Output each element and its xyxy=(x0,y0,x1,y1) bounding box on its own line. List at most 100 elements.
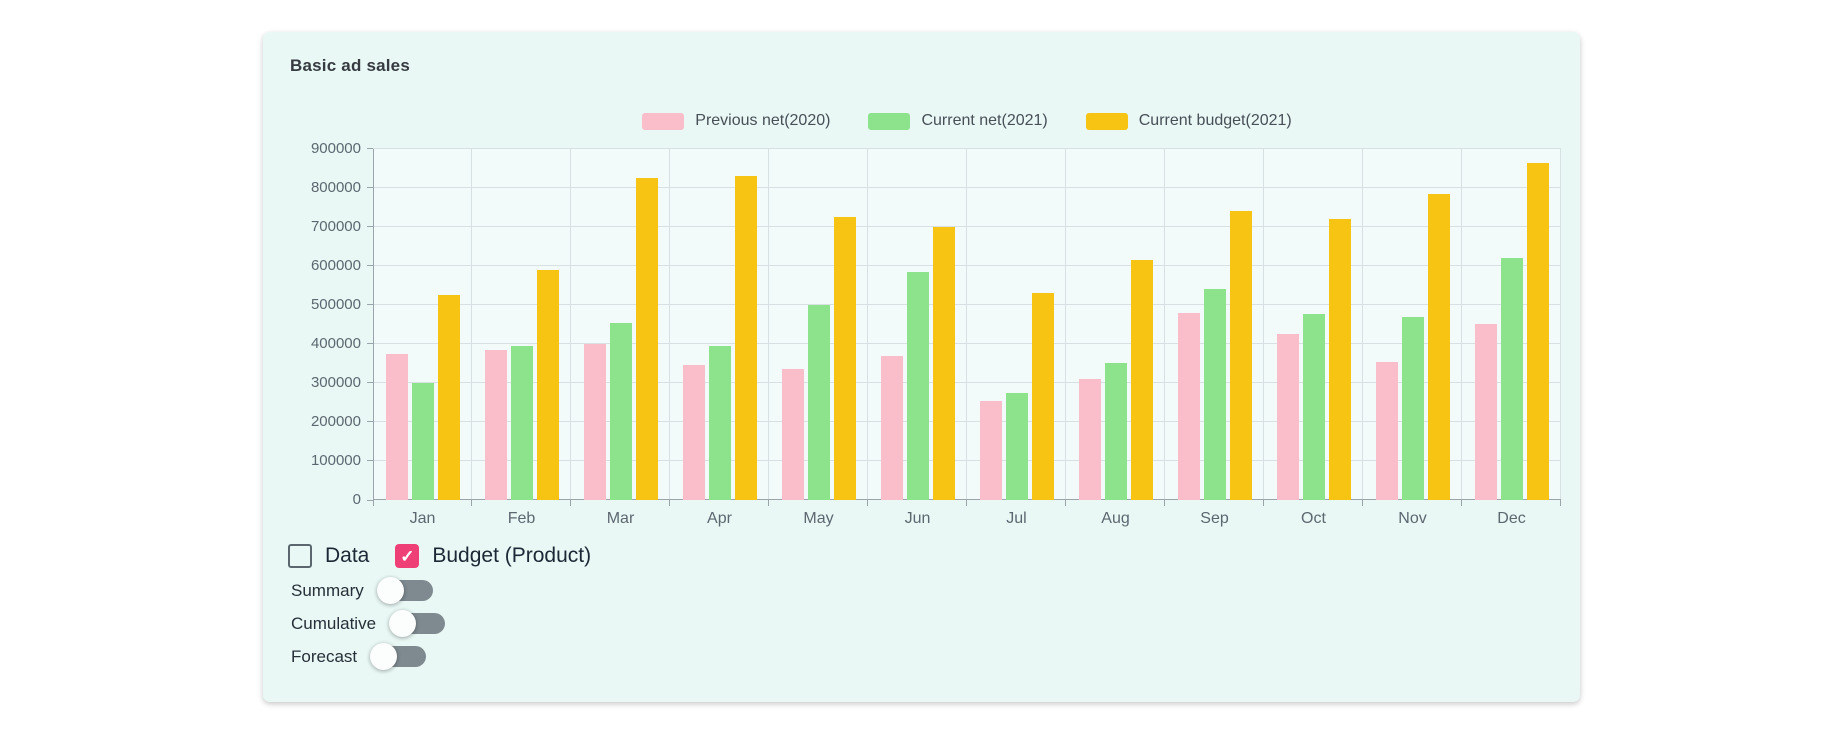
toggle-group: Summary Cumulative Forecast xyxy=(291,577,446,670)
bar-current-budget-2021-oct xyxy=(1328,219,1351,500)
y-axis-tick xyxy=(367,148,373,149)
toggle-switch-cumulative[interactable] xyxy=(389,610,446,637)
bar-current-budget-2021-dec xyxy=(1526,163,1549,500)
checkbox-checked-icon: ✓ xyxy=(395,544,420,568)
v-gridline xyxy=(669,149,670,500)
y-axis-tick xyxy=(367,265,373,266)
toggle-row-summary: Summary xyxy=(291,577,445,604)
y-axis-line xyxy=(373,149,374,500)
y-axis-label: 700000 xyxy=(310,218,361,235)
bar-current-net-2021-apr xyxy=(708,346,731,500)
toggle-row-cumulative: Cumulative xyxy=(291,610,446,637)
x-axis-tick xyxy=(570,500,571,506)
x-axis-tick xyxy=(768,500,769,506)
v-gridline xyxy=(1065,149,1066,500)
bar-previous-net-2020-oct xyxy=(1276,334,1299,500)
bar-current-net-2021-nov xyxy=(1401,317,1424,500)
x-axis-tick xyxy=(373,500,374,506)
checkbox-row: Data ✓ Budget (Product) xyxy=(288,544,591,568)
bar-current-net-2021-feb xyxy=(510,346,533,500)
checkbox-label: Budget (Product) xyxy=(432,544,592,567)
toggle-switch-forecast[interactable] xyxy=(370,643,427,670)
v-gridline xyxy=(966,149,967,500)
toggle-knob xyxy=(370,643,398,670)
bar-current-net-2021-oct xyxy=(1302,314,1325,500)
x-axis-label: Jul xyxy=(1006,510,1027,527)
y-axis-tick xyxy=(367,460,373,461)
bar-previous-net-2020-aug xyxy=(1078,379,1101,500)
h-gridline xyxy=(373,382,1561,383)
x-axis-label: Nov xyxy=(1398,510,1427,527)
legend-label: Current net(2021) xyxy=(921,112,1048,129)
bar-current-net-2021-mar xyxy=(609,323,632,500)
v-gridline xyxy=(1362,149,1363,500)
y-axis-label: 800000 xyxy=(310,179,361,196)
h-gridline xyxy=(373,265,1561,266)
y-axis-tick xyxy=(367,343,373,344)
v-gridline xyxy=(570,149,571,500)
x-axis-label: Aug xyxy=(1101,510,1130,527)
chart-legend: Previous net(2020) Current net(2021) Curre… xyxy=(373,112,1561,130)
legend-label: Current budget(2021) xyxy=(1138,112,1292,129)
bar-previous-net-2020-dec xyxy=(1474,324,1497,500)
bar-previous-net-2020-jul xyxy=(979,401,1002,500)
x-axis-tick xyxy=(1065,500,1066,506)
y-axis-label: 600000 xyxy=(310,257,361,274)
checkbox-budget-product[interactable]: ✓ Budget (Product) xyxy=(395,544,591,568)
toggle-row-forecast: Forecast xyxy=(291,643,445,670)
bar-current-net-2021-jan xyxy=(411,383,434,500)
h-gridline xyxy=(373,187,1561,188)
bar-current-budget-2021-jan xyxy=(437,295,460,500)
y-axis-label: 300000 xyxy=(310,374,361,391)
h-gridline xyxy=(373,421,1561,422)
v-gridline xyxy=(768,149,769,500)
legend-swatch-icon xyxy=(642,112,685,130)
legend-item-current-net-2021[interactable]: Current net(2021) xyxy=(868,112,1048,130)
toggle-knob xyxy=(389,610,417,637)
h-gridline xyxy=(373,460,1561,461)
y-axis-label: 100000 xyxy=(310,452,361,469)
toggle-label: Summary xyxy=(291,580,364,600)
h-gridline xyxy=(373,148,1561,149)
legend-swatch-icon xyxy=(1085,112,1128,130)
h-gridline xyxy=(373,226,1561,227)
bar-current-budget-2021-nov xyxy=(1427,194,1450,500)
chart-card: Basic ad sales Previous net(2020) Current… xyxy=(263,32,1580,702)
x-axis-tick xyxy=(1164,500,1165,506)
y-axis-label: 500000 xyxy=(310,296,361,313)
y-axis-tick xyxy=(367,500,373,501)
x-axis-tick xyxy=(1362,500,1363,506)
checkbox-data[interactable]: Data xyxy=(288,544,369,568)
x-axis-label: Dec xyxy=(1497,510,1526,527)
x-axis-tick xyxy=(1461,500,1462,506)
toggle-label: Forecast xyxy=(291,646,358,666)
bar-current-net-2021-aug xyxy=(1104,363,1127,500)
x-axis-line xyxy=(373,499,1561,500)
bar-previous-net-2020-jun xyxy=(880,356,903,500)
x-axis-label: Mar xyxy=(606,510,635,527)
plot-area xyxy=(367,148,1561,506)
bar-current-budget-2021-mar xyxy=(635,178,658,500)
bar-previous-net-2020-may xyxy=(781,369,804,500)
toggle-switch-summary[interactable] xyxy=(376,577,433,604)
y-axis-tick xyxy=(367,187,373,188)
toggle-knob xyxy=(376,577,404,604)
x-axis-tick xyxy=(966,500,967,506)
checkbox-unchecked-icon xyxy=(288,544,312,568)
bar-previous-net-2020-sep xyxy=(1177,313,1200,500)
bar-current-budget-2021-jun xyxy=(932,227,955,500)
bar-current-net-2021-jul xyxy=(1005,393,1028,500)
bar-previous-net-2020-jan xyxy=(385,354,408,500)
bar-previous-net-2020-apr xyxy=(682,365,705,500)
y-axis-label: 400000 xyxy=(310,335,361,352)
x-axis-tick xyxy=(471,500,472,506)
toggle-label: Cumulative xyxy=(291,613,377,633)
legend-item-current-budget-2021[interactable]: Current budget(2021) xyxy=(1085,112,1292,130)
y-axis-label: 200000 xyxy=(310,413,361,430)
v-gridline xyxy=(1461,149,1462,500)
h-gridline xyxy=(373,304,1561,305)
y-axis-label: 900000 xyxy=(310,140,361,157)
bar-previous-net-2020-mar xyxy=(583,344,606,500)
legend-item-previous-net-2020[interactable]: Previous net(2020) xyxy=(642,112,830,130)
bar-previous-net-2020-nov xyxy=(1375,362,1398,500)
